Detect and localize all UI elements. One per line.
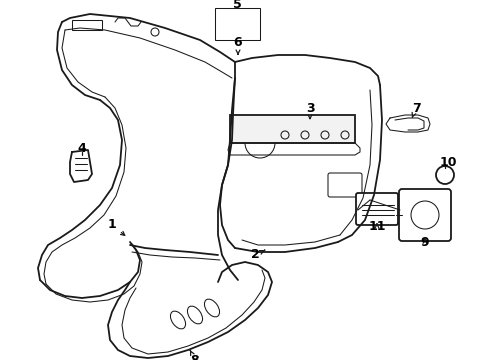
Text: 10: 10 [439,156,457,168]
Ellipse shape [188,306,202,324]
Text: 5: 5 [233,0,242,12]
Ellipse shape [204,299,220,317]
Text: 3: 3 [306,102,314,118]
Text: 4: 4 [77,141,86,154]
FancyBboxPatch shape [328,173,362,197]
Text: 11: 11 [368,220,386,234]
FancyBboxPatch shape [399,189,451,241]
Text: 7: 7 [412,102,420,117]
Bar [230,115,355,143]
Text: 1: 1 [108,219,125,235]
Text: 6: 6 [234,36,243,54]
FancyBboxPatch shape [72,20,102,30]
Bar [215,8,260,40]
Text: 9: 9 [421,235,429,248]
Text: 8: 8 [190,351,199,360]
FancyBboxPatch shape [356,193,398,225]
Text: 2: 2 [250,248,265,261]
Ellipse shape [171,311,186,329]
